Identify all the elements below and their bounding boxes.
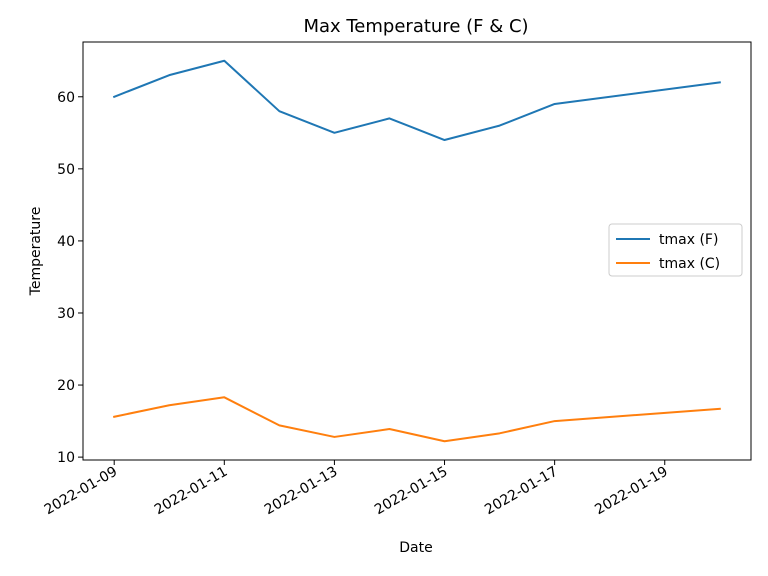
y-tick-label: 30 — [57, 306, 75, 322]
x-tick-label: 2022-01-19 — [592, 464, 670, 519]
x-tick-label: 2022-01-11 — [152, 464, 230, 519]
y-tick-label: 20 — [57, 378, 75, 394]
legend-label-0: tmax (F) — [659, 232, 718, 248]
series-lines — [112, 59, 721, 443]
y-axis: 10 20 30 40 50 60 — [57, 90, 83, 466]
y-tick-label: 40 — [57, 234, 75, 250]
x-axis-label: Date — [399, 540, 432, 556]
chart-title: Max Temperature (F & C) — [303, 16, 528, 37]
y-tick-label: 60 — [57, 90, 75, 106]
x-tick-label: 2022-01-09 — [42, 464, 120, 519]
x-tick-label: 2022-01-13 — [262, 464, 340, 519]
series-line-1 — [113, 396, 721, 443]
x-tick-label: 2022-01-17 — [482, 464, 560, 519]
y-axis-label: Temperature — [28, 207, 44, 297]
y-tick-label: 50 — [57, 162, 75, 178]
legend-label-1: tmax (C) — [659, 256, 720, 272]
series-line-0 — [112, 59, 721, 142]
x-tick-label: 2022-01-15 — [372, 464, 450, 519]
y-tick-label: 10 — [57, 450, 75, 466]
x-axis: 2022-01-09 2022-01-11 2022-01-13 2022-01-15… — [42, 460, 671, 518]
legend: tmax (F) tmax (C) — [608, 223, 743, 277]
